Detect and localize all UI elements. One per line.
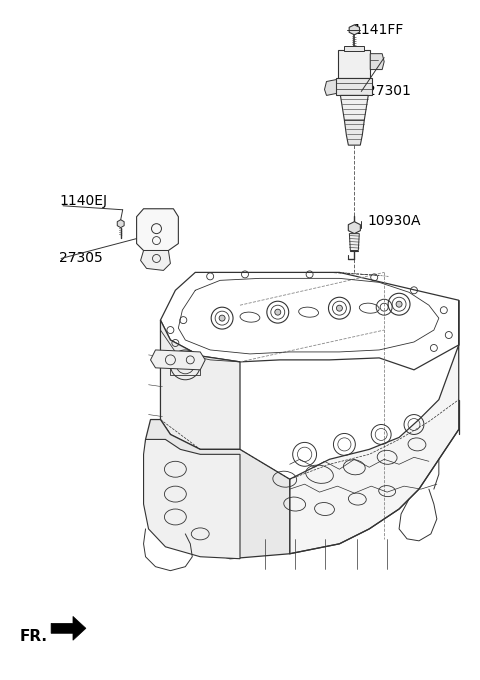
Circle shape [275, 309, 281, 315]
Circle shape [396, 301, 402, 307]
Polygon shape [144, 439, 240, 559]
Polygon shape [51, 616, 86, 641]
Polygon shape [117, 220, 124, 228]
Polygon shape [349, 234, 360, 250]
Polygon shape [151, 350, 205, 370]
Text: 27301: 27301 [367, 84, 411, 99]
Polygon shape [160, 273, 459, 370]
Polygon shape [370, 54, 384, 69]
Polygon shape [340, 95, 368, 120]
Polygon shape [348, 222, 360, 234]
Polygon shape [290, 301, 459, 554]
Polygon shape [145, 420, 290, 559]
Polygon shape [349, 25, 360, 35]
Bar [344, 46, 364, 51]
Text: 27305: 27305 [59, 252, 103, 265]
Polygon shape [324, 80, 336, 95]
Polygon shape [344, 120, 364, 145]
Polygon shape [160, 320, 240, 449]
Bar [336, 78, 372, 95]
Text: FR.: FR. [19, 629, 48, 644]
Text: 1141FF: 1141FF [352, 23, 404, 37]
Text: 1140EJ: 1140EJ [59, 194, 107, 208]
Polygon shape [141, 250, 170, 271]
Polygon shape [137, 209, 179, 250]
Circle shape [336, 305, 342, 311]
Circle shape [219, 315, 225, 321]
Bar [338, 50, 370, 78]
Text: 10930A: 10930A [367, 214, 421, 228]
